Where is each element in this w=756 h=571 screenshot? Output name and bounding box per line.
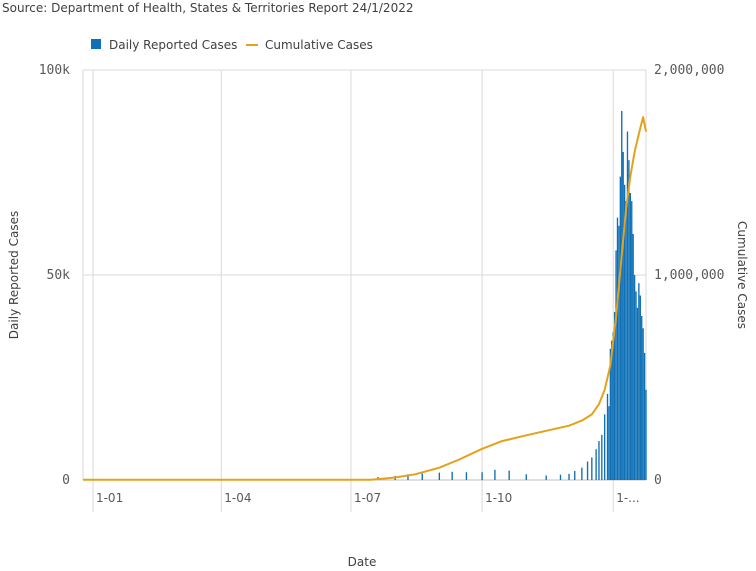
x-tick-label: 1-10 — [485, 491, 512, 505]
bar — [451, 471, 453, 480]
y-tick-label-right: 2,000,000 — [654, 63, 724, 78]
legend-label-daily: Daily Reported Cases — [109, 38, 237, 52]
bar — [635, 291, 637, 480]
bar — [633, 275, 636, 480]
bar — [591, 457, 593, 480]
bar — [508, 470, 510, 480]
bar — [581, 467, 583, 480]
bar — [632, 234, 634, 480]
bar — [598, 441, 600, 480]
bar — [465, 472, 468, 480]
bar — [574, 470, 576, 480]
bar — [638, 283, 640, 480]
source-note: Source: Department of Health, States & T… — [2, 1, 414, 15]
bar — [611, 340, 613, 480]
line-layer — [83, 116, 647, 481]
bar — [606, 393, 609, 480]
x-axis-title: Date — [348, 555, 377, 569]
bar — [613, 311, 616, 480]
bar — [623, 184, 626, 481]
bar — [559, 474, 562, 480]
bar — [625, 201, 627, 480]
bar — [641, 316, 643, 480]
x-tick-label: 1-07 — [354, 491, 381, 505]
y-tick-label-left: 0 — [62, 473, 70, 488]
bar — [619, 176, 622, 480]
bar — [438, 472, 441, 480]
bar — [494, 469, 496, 480]
bar — [628, 160, 630, 480]
y-axis-left-title: Daily Reported Cases — [7, 211, 21, 339]
bar — [545, 475, 547, 480]
y-tick-label-left: 50k — [47, 268, 71, 283]
bar — [609, 348, 612, 480]
bar — [407, 474, 409, 480]
bar — [622, 152, 624, 480]
bar — [631, 201, 633, 480]
bar — [616, 217, 619, 480]
axis-layer: 1-01 1-04 1-07 1-10 1-... 0 0 50k 1,000,000 100k 2… — [39, 63, 725, 505]
bar — [636, 307, 639, 480]
bar — [601, 434, 603, 480]
y-tick-label-right: 1,000,000 — [654, 268, 724, 283]
x-tick-label: 1-04 — [224, 491, 251, 505]
legend-label-cumulative: Cumulative Cases — [265, 38, 373, 52]
bar — [568, 473, 570, 480]
bars-layer — [334, 111, 647, 481]
bar — [421, 473, 423, 480]
legend-swatch-daily — [91, 39, 101, 49]
y-axis-right-title: Cumulative Cases — [735, 221, 749, 329]
cumulative-line — [83, 116, 647, 481]
bar — [586, 461, 589, 480]
bar — [612, 332, 614, 480]
bar — [643, 352, 646, 480]
bar — [481, 472, 483, 480]
bar — [603, 414, 606, 480]
bar — [608, 406, 610, 480]
bar — [525, 474, 527, 480]
x-tick-label: 1-01 — [96, 491, 123, 505]
bar — [629, 193, 631, 480]
bar — [642, 328, 644, 480]
bar — [645, 389, 647, 480]
y-tick-label-right: 0 — [654, 473, 662, 488]
bar — [615, 250, 617, 480]
grid-layer — [82, 69, 647, 512]
bar — [621, 111, 623, 480]
bar — [595, 449, 597, 480]
legend[interactable]: Daily Reported Cases Cumulative Cases — [91, 38, 373, 52]
x-tick-label: 1-... — [616, 491, 639, 505]
y-tick-label-left: 100k — [39, 63, 70, 78]
bar — [618, 225, 620, 480]
bar — [639, 295, 641, 480]
bar — [626, 131, 629, 480]
